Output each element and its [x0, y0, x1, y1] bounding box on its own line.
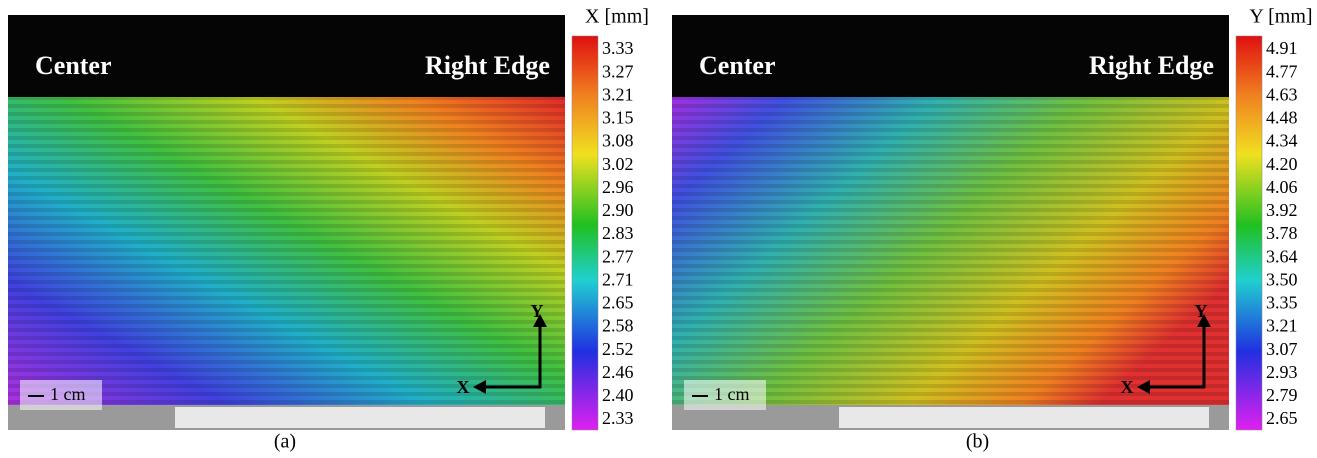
colorbar-tick-label: 2.40	[602, 385, 634, 405]
colorbar-tick-label: 3.35	[1266, 293, 1298, 313]
colorbar-tick-label: 2.52	[602, 339, 634, 359]
colorbar-tick-label: 2.46	[602, 362, 634, 382]
colorbar-tick-label: 2.90	[602, 200, 634, 220]
scale-label: 1 cm	[50, 384, 86, 404]
colorbar-tick-label: 2.83	[602, 223, 634, 243]
colorbar-tick-label: 4.63	[1266, 84, 1298, 104]
label-center: Center	[699, 51, 776, 80]
colorbar-tick-label: 3.07	[1266, 339, 1298, 359]
colorbar-tick-label: 2.33	[602, 408, 634, 428]
label-right-edge: Right Edge	[1089, 51, 1214, 80]
colorbar-tick-label: 4.91	[1266, 38, 1298, 58]
colorbar-tick-label: 3.21	[602, 84, 634, 104]
colorbar-tick-label: 2.77	[602, 246, 634, 266]
axis-label-y: Y	[531, 301, 544, 321]
colorbar-tick-label: 3.92	[1266, 200, 1298, 220]
label-right-edge: Right Edge	[425, 51, 550, 80]
colorbar-tick-label: 3.21	[1266, 316, 1298, 336]
colorbar-tick-label: 2.65	[1266, 408, 1298, 428]
fixture	[839, 407, 1209, 428]
colorbar-tick-label: 3.33	[602, 38, 634, 58]
figure: Center Right Edge 1 cm Y X X [mm] 3.33 3.27 3.21…	[0, 0, 1317, 458]
colorbar-tick-label: 4.77	[1266, 61, 1298, 81]
colorbar-tick-label: 3.50	[1266, 269, 1298, 289]
colorbar-tick-label: 2.58	[602, 316, 634, 336]
panel-caption: (b)	[966, 431, 989, 453]
colorbar-tick-label: 3.02	[602, 154, 634, 174]
colorbar-tick-label: 3.27	[602, 61, 634, 81]
colorbar	[1236, 36, 1262, 430]
axis-label-x: X	[457, 377, 470, 397]
image-texture	[672, 97, 1229, 407]
colorbar	[572, 36, 598, 430]
colorbar-tick-label: 4.34	[1266, 131, 1298, 151]
panel-caption: (a)	[274, 431, 296, 453]
colorbar-tick-label: 4.06	[1266, 177, 1298, 197]
axis-label-y: Y	[1195, 301, 1208, 321]
colorbar-tick-label: 2.71	[602, 269, 634, 289]
colorbar-title: X [mm]	[585, 6, 649, 28]
colorbar-tick-label: 3.78	[1266, 223, 1298, 243]
colorbar-tick-label: 2.65	[602, 293, 634, 313]
fixture	[175, 407, 545, 428]
colorbar-tick-label: 4.20	[1266, 154, 1298, 174]
colorbar-tick-label: 3.08	[602, 131, 634, 151]
label-center: Center	[35, 51, 112, 80]
colorbar-tick-label: 2.93	[1266, 362, 1298, 382]
scale-label: 1 cm	[714, 384, 750, 404]
colorbar-title: Y [mm]	[1249, 6, 1312, 28]
colorbar-tick-label: 4.48	[1266, 108, 1298, 128]
axis-label-x: X	[1121, 377, 1134, 397]
colorbar-tick-label: 3.64	[1266, 246, 1298, 266]
image-texture	[8, 97, 565, 407]
colorbar-tick-label: 2.79	[1266, 385, 1298, 405]
colorbar-tick-label: 3.15	[602, 108, 634, 128]
colorbar-tick-label: 2.96	[602, 177, 634, 197]
